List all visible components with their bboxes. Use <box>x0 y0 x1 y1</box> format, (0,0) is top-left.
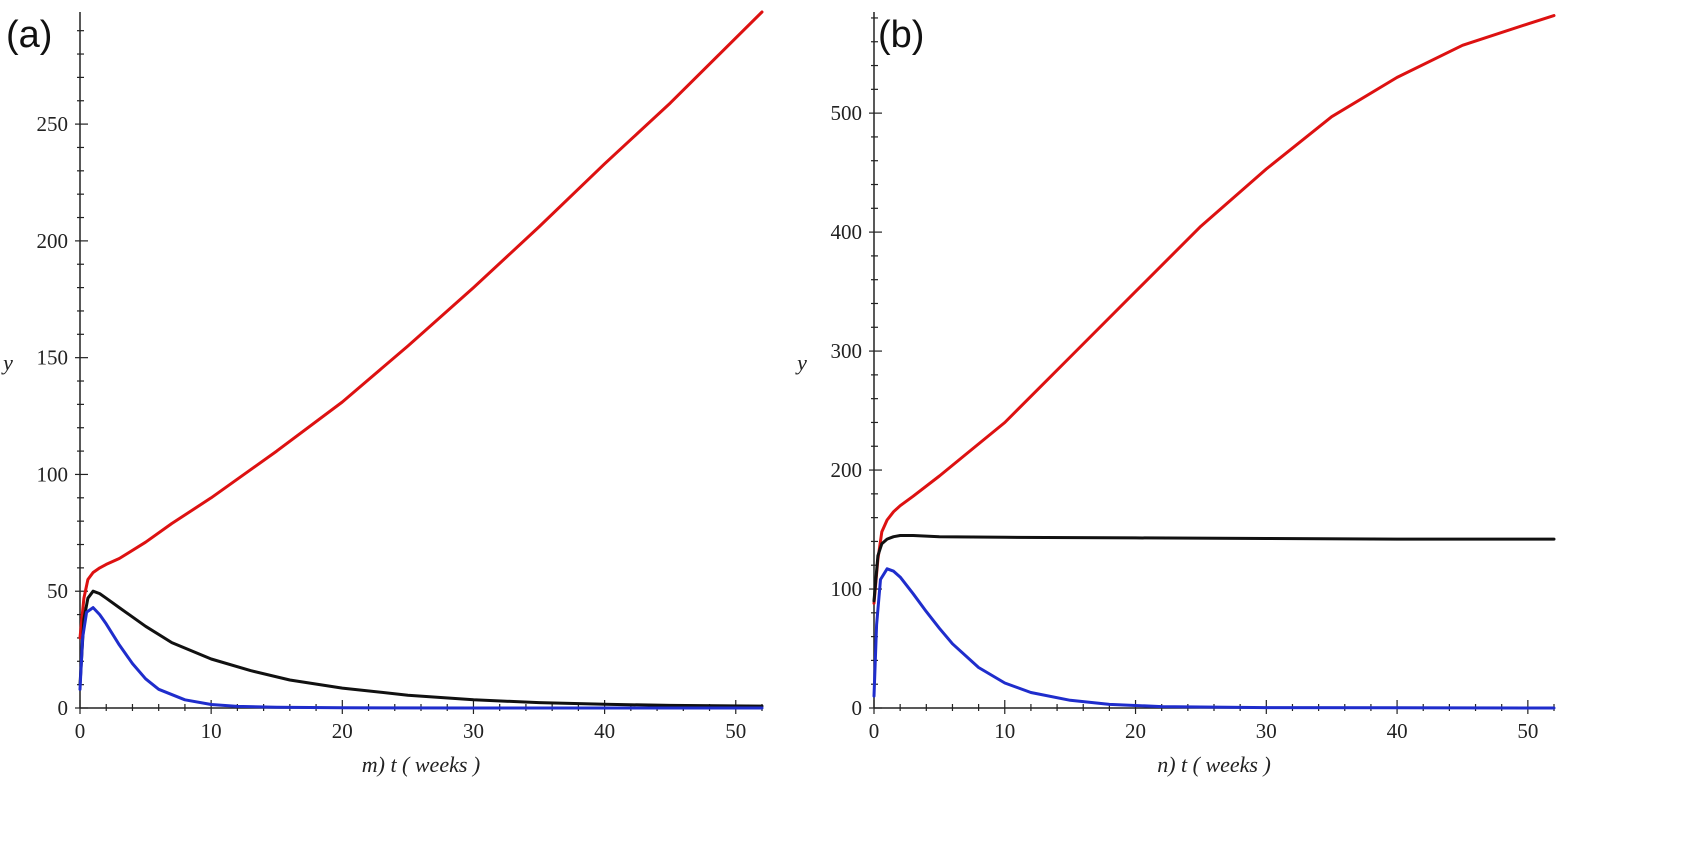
series-line-red <box>872 14 1556 605</box>
y-axis-title: y <box>795 350 807 375</box>
y-tick-label: 200 <box>37 229 69 253</box>
y-tick-label: 0 <box>58 696 69 720</box>
x-tick-label: 10 <box>994 719 1015 743</box>
y-tick-label: 100 <box>37 462 69 486</box>
series-line-blue <box>872 567 1556 710</box>
series-line-black <box>872 534 1556 603</box>
y-axis-title: y <box>1 350 13 375</box>
x-tick-label: 20 <box>1125 719 1146 743</box>
series-line-red <box>78 10 764 640</box>
y-tick-label: 100 <box>831 577 863 601</box>
x-axis-title: n) t ( weeks ) <box>1157 752 1271 777</box>
x-tick-label: 30 <box>1256 719 1277 743</box>
x-axis-title: m) t ( weeks ) <box>362 752 481 777</box>
x-tick-label: 0 <box>869 719 880 743</box>
series-line-blue <box>78 606 764 710</box>
y-tick-label: 500 <box>831 101 863 125</box>
x-tick-label: 20 <box>332 719 353 743</box>
x-tick-label: 10 <box>201 719 222 743</box>
y-tick-label: 400 <box>831 220 863 244</box>
y-tick-label: 0 <box>852 696 863 720</box>
y-tick-label: 250 <box>37 112 69 136</box>
x-tick-label: 0 <box>75 719 86 743</box>
chart-panel-a: (a) 0 10 20 30 40 50 0 50 100 150 200 250 m) t ( week… <box>1 10 764 777</box>
x-tick-label: 40 <box>1387 719 1408 743</box>
y-tick-label: 300 <box>831 339 863 363</box>
y-tick-label: 50 <box>47 579 68 603</box>
panel-label: (a) <box>6 14 52 56</box>
series-line-black <box>78 589 764 708</box>
y-tick-label: 200 <box>831 458 863 482</box>
x-tick-label: 50 <box>725 719 746 743</box>
x-tick-label: 50 <box>1517 719 1538 743</box>
x-tick-label: 40 <box>594 719 615 743</box>
y-tick-label: 150 <box>37 346 69 370</box>
panel-label: (b) <box>878 14 924 56</box>
x-tick-label: 30 <box>463 719 484 743</box>
